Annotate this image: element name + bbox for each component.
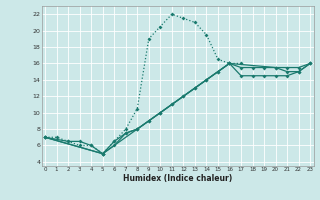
X-axis label: Humidex (Indice chaleur): Humidex (Indice chaleur) [123, 174, 232, 183]
